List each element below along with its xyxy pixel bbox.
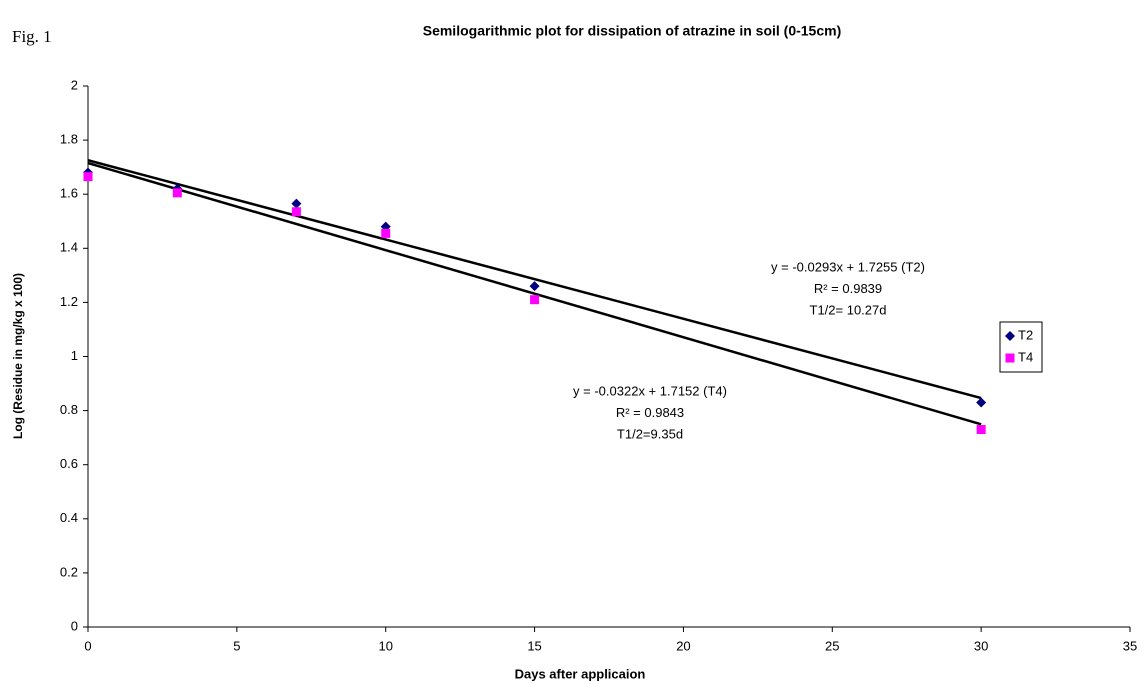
x-axis-label: Days after applicaion (515, 666, 646, 681)
chart-title: Semilogarithmic plot for dissipation of … (423, 23, 842, 39)
x-tick-label: 0 (84, 638, 91, 653)
trendline-annotation: T1/2=9.35d (617, 426, 683, 441)
y-tick-label: 0.8 (60, 402, 78, 417)
legend-label: T4 (1018, 349, 1033, 364)
data-point (291, 198, 302, 209)
legend-box (999, 321, 1043, 373)
data-point (172, 188, 182, 198)
y-axis-label: Log (Residue in mg/kg x 100) (11, 273, 25, 439)
trendline-annotation: T1/2= 10.27d (810, 302, 887, 317)
legend-label: T2 (1018, 327, 1033, 342)
y-tick-label: 1.4 (60, 240, 78, 255)
data-point (976, 397, 987, 408)
figure-label: Fig. 1 (12, 27, 52, 46)
y-tick-label: 2 (71, 77, 78, 92)
trendline (87, 161, 982, 426)
y-tick-label: 0.2 (60, 564, 78, 579)
y-tick-label: 1.2 (60, 294, 78, 309)
y-tick-label: 1.6 (60, 186, 78, 201)
trendline-annotation: R² = 0.9843 (616, 405, 684, 420)
x-tick-label: 5 (233, 638, 240, 653)
y-tick-label: 0.6 (60, 456, 78, 471)
legend-marker (1005, 353, 1015, 363)
trendline-annotation: R² = 0.9839 (814, 281, 882, 296)
data-point (529, 281, 540, 292)
data-point (83, 172, 93, 182)
data-point (291, 207, 301, 217)
x-tick-label: 20 (676, 638, 690, 653)
x-tick-label: 10 (378, 638, 392, 653)
data-point (976, 425, 986, 435)
y-tick-label: 1.8 (60, 132, 78, 147)
data-point (381, 228, 391, 238)
x-tick-label: 15 (527, 638, 541, 653)
trendline-annotation: y = -0.0293x + 1.7255 (T2) (771, 259, 925, 274)
y-tick-label: 0 (71, 618, 78, 633)
trendline (87, 159, 982, 400)
legend-marker (1005, 331, 1015, 341)
x-tick-label: 35 (1123, 638, 1137, 653)
data-point (530, 295, 540, 305)
trendline-annotation: y = -0.0322x + 1.7152 (T4) (573, 383, 727, 398)
y-tick-label: 1 (71, 348, 78, 363)
x-tick-label: 25 (825, 638, 839, 653)
y-tick-label: 0.4 (60, 510, 78, 525)
x-tick-label: 30 (974, 638, 988, 653)
